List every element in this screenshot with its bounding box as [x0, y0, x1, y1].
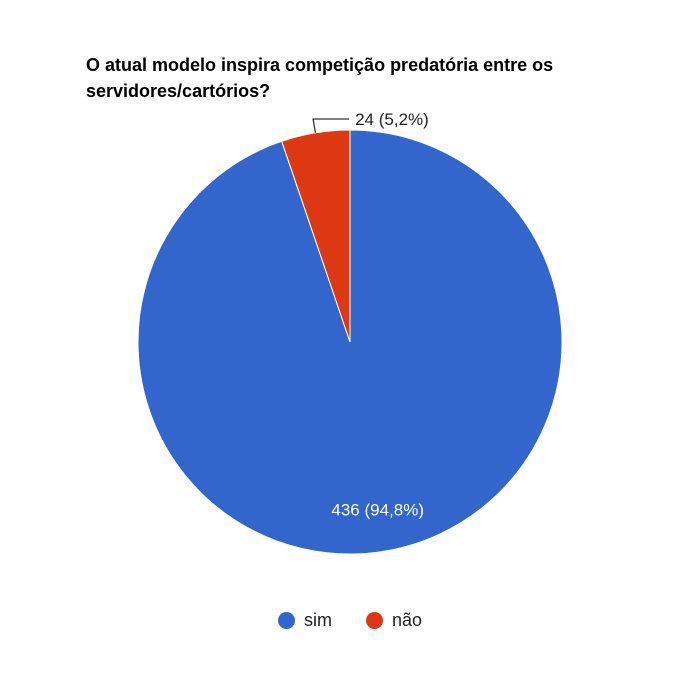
slice-label-sim: 436 (94,8%): [331, 500, 424, 519]
legend-item-sim[interactable]: sim: [277, 610, 332, 631]
legend-label-nao: não: [391, 610, 423, 630]
legend: sim não: [0, 610, 700, 631]
leader-line-nao: [312, 118, 350, 133]
chart-title: O atual modelo inspira competição predat…: [86, 55, 554, 101]
legend-swatch-nao: [365, 612, 383, 629]
legend-label-sim: sim: [303, 610, 332, 630]
legend-item-nao[interactable]: não: [365, 610, 423, 631]
pie-slice-nao[interactable]: [281, 129, 351, 343]
slice-label-nao: 24 (5,2%): [355, 110, 429, 129]
legend-swatch-sim: [277, 612, 295, 629]
